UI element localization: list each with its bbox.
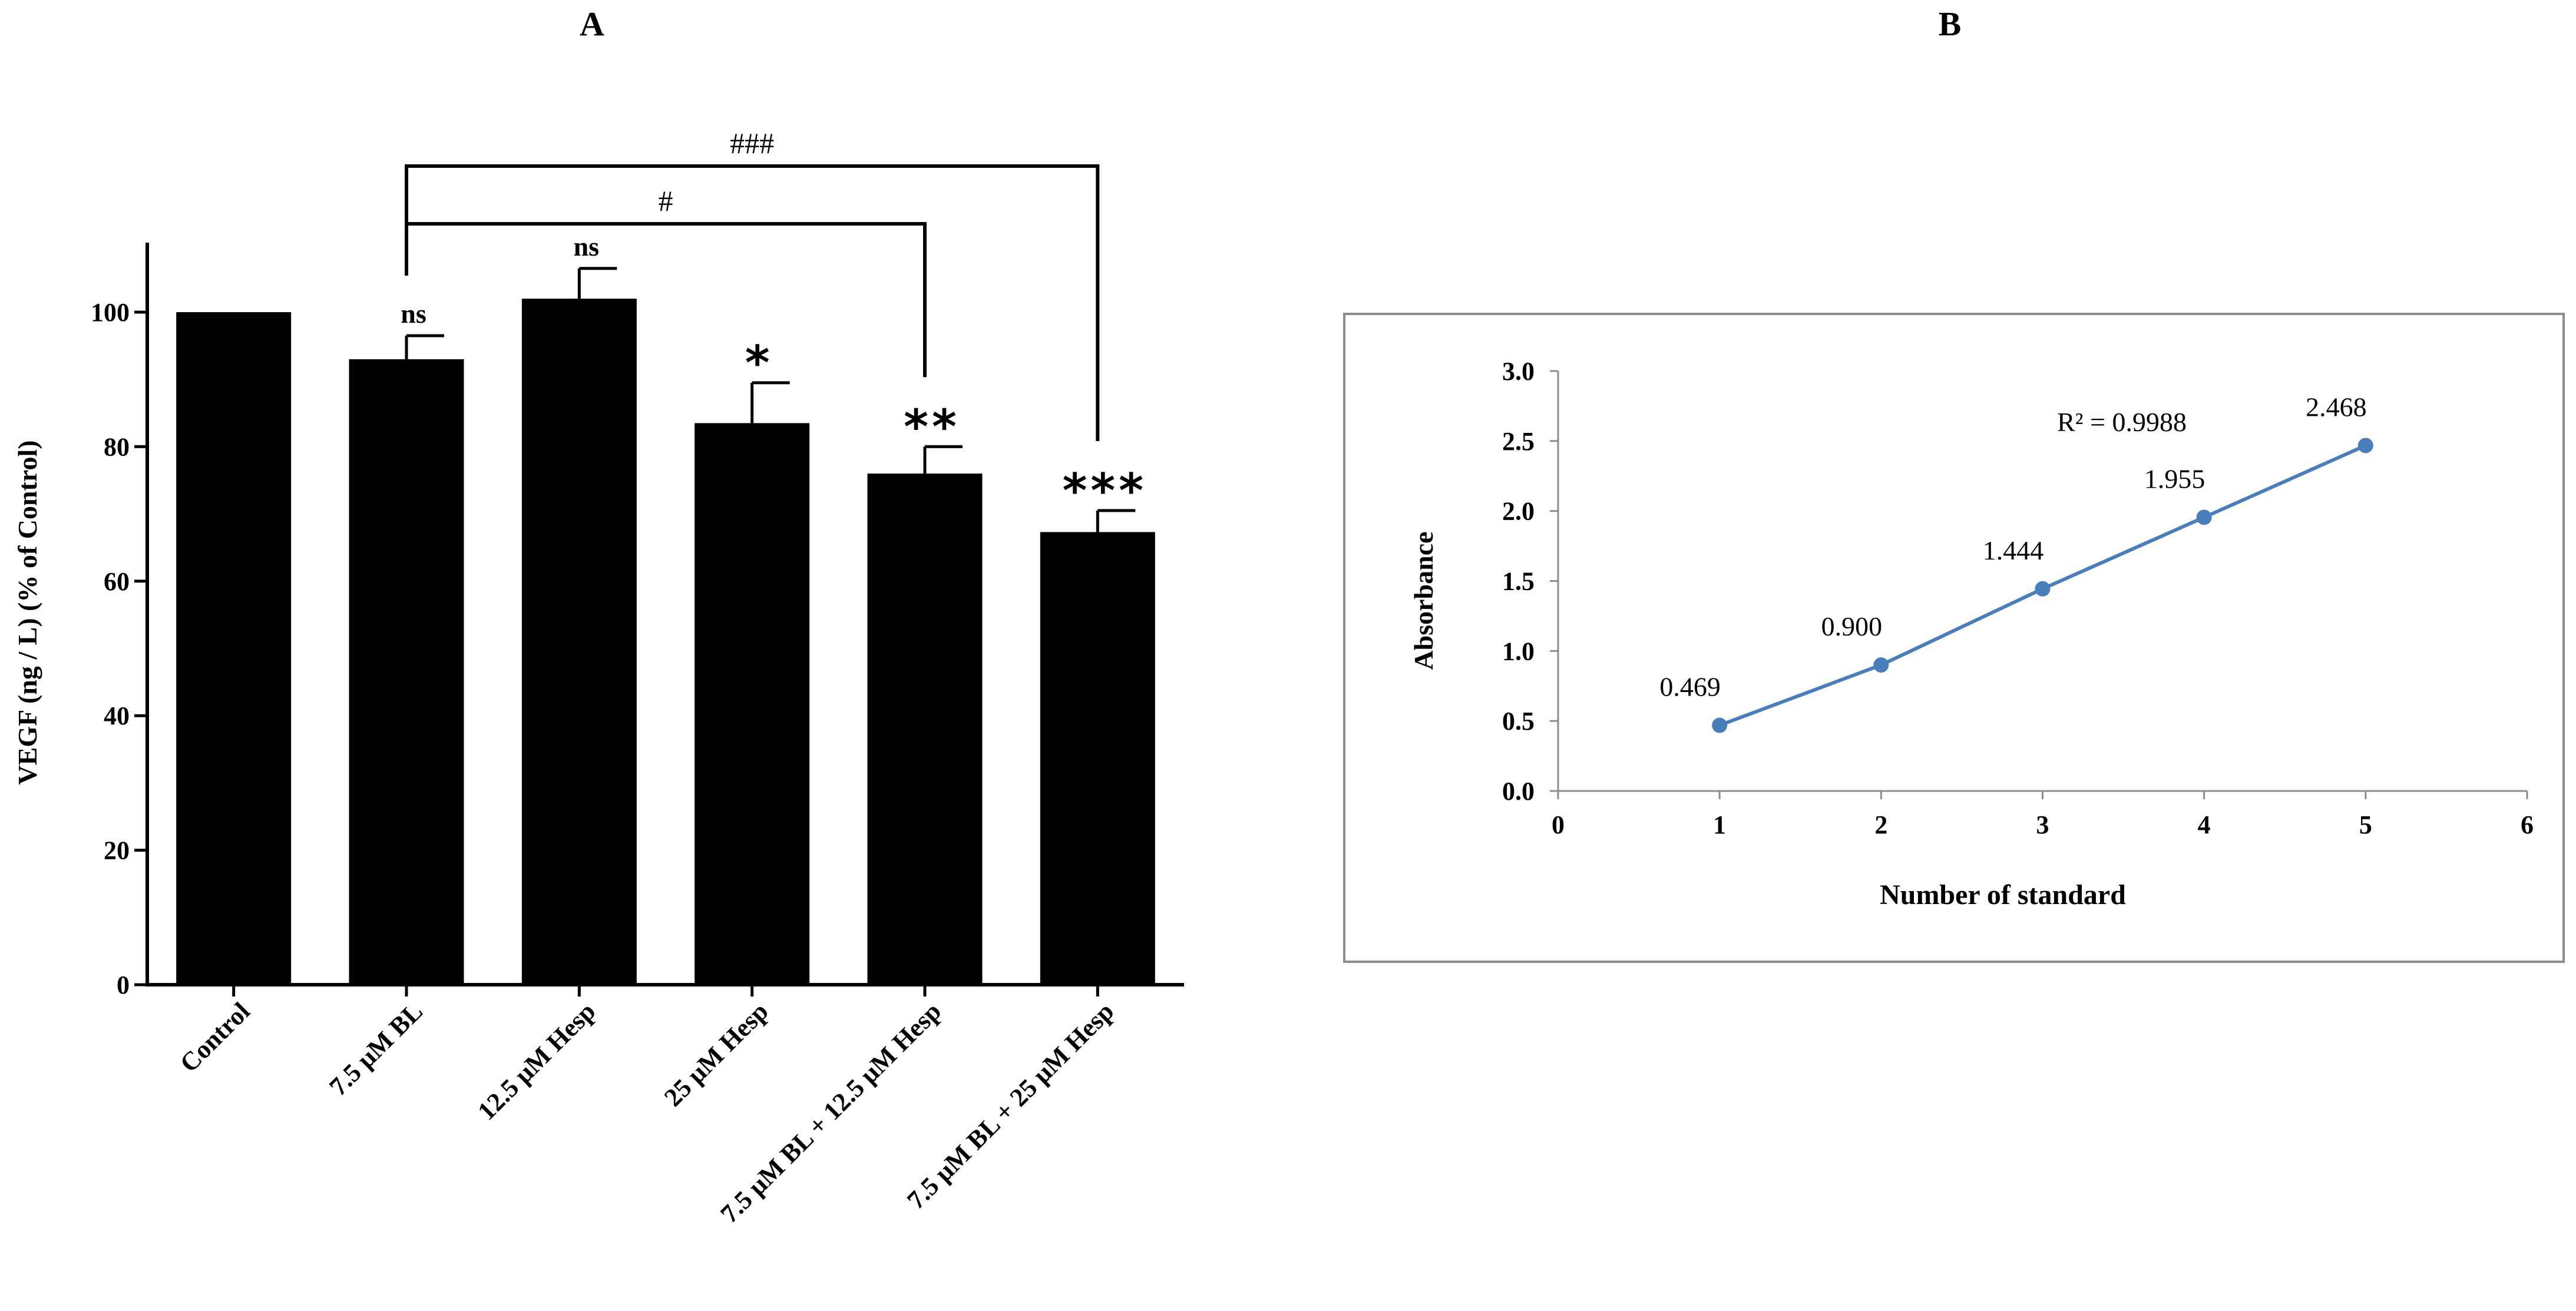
panel-b-y-ticks: 0.0 0.5 1.0 1.5 2.0 2.5 3.0 xyxy=(1502,357,1558,806)
panel-b-chart-frame xyxy=(1343,313,2565,963)
panel-a-bar xyxy=(695,423,810,985)
panel-b-data-label: 0.900 xyxy=(1821,611,1883,641)
panel-b-x-tick-label: 0 xyxy=(1552,810,1565,839)
panel-b-data-label: 0.469 xyxy=(1659,672,1721,702)
panel-b-y-tick-label: 1.0 xyxy=(1502,637,1535,666)
panel-a-bar-chart: A VEGF (ng / L) (% of Control) 0 20 40 60 80… xyxy=(12,5,1184,1229)
panel-b-data-point xyxy=(2035,581,2051,597)
panel-b-data-points xyxy=(1712,438,2373,733)
panel-a-bar xyxy=(1040,532,1155,985)
panel-b-data-label: 1.444 xyxy=(1983,535,2044,565)
panel-b-line-chart: B Absorbance Number of standard R² = 0.9… xyxy=(1343,5,2565,963)
panel-a-label: A xyxy=(580,5,604,43)
panel-a-comparison-bracket xyxy=(405,164,1100,441)
panel-a-significance-label: * xyxy=(745,336,773,390)
panel-a-x-tick-label: 12.5 μM Hesp xyxy=(472,997,601,1125)
panel-b-y-tick-label: 0.5 xyxy=(1502,707,1535,736)
panel-a-y-axis-title: VEGF (ng / L) (% of Control) xyxy=(12,440,42,784)
panel-b-x-tick-label: 6 xyxy=(2521,810,2534,839)
panel-b-x-axis-title: Number of standard xyxy=(1880,879,2126,911)
panel-a-x-tick-label: 25 μM Hesp xyxy=(659,997,774,1112)
panel-a-x-tick-label: 7.5 μM BL xyxy=(323,997,428,1101)
panel-a-comparison-brackets: #### xyxy=(405,127,1100,441)
panel-b-data-point xyxy=(1712,717,1728,733)
panel-a-significance-label: ns xyxy=(401,299,426,329)
panel-a-bar xyxy=(521,299,637,985)
panel-a-y-tick-label: 100 xyxy=(91,298,130,327)
panel-a-significance-label: ns xyxy=(574,231,599,261)
panel-b-x-tick-label: 2 xyxy=(1874,810,1887,839)
panel-a-significance-label: ** xyxy=(904,399,960,454)
panel-a-bracket-label: ### xyxy=(730,127,774,160)
panel-b-x-tick-label: 3 xyxy=(2036,810,2049,839)
panel-b-data-labels: 0.469 0.900 1.444 1.955 2.468 xyxy=(1659,392,2366,701)
panel-a-bars xyxy=(176,299,1155,985)
panel-b-y-tick-label: 3.0 xyxy=(1502,357,1535,386)
panel-a-y-tick-label: 20 xyxy=(104,836,130,865)
panel-a-error-bars xyxy=(405,267,1136,532)
panel-a-comparison-bracket xyxy=(405,222,927,378)
panel-a-x-tick-labels: Control 7.5 μM BL 12.5 μM Hesp 25 μM Hesp7.… xyxy=(174,985,1119,1229)
panel-a-y-tick-label: 40 xyxy=(104,701,130,730)
panel-a-bar xyxy=(349,359,464,985)
panel-b-y-axis-title: Absorbance xyxy=(1408,531,1439,670)
panel-a-y-tick-label: 80 xyxy=(104,432,130,461)
panel-b-x-tick-label: 5 xyxy=(2359,810,2372,839)
panel-b-data-point xyxy=(2357,438,2373,453)
panel-b-data-label: 2.468 xyxy=(2306,392,2367,422)
panel-b-x-tick-label: 1 xyxy=(1713,810,1726,839)
panel-b-y-tick-label: 0.0 xyxy=(1502,777,1535,806)
panel-a-significance-label: *** xyxy=(1063,464,1148,518)
panel-b-data-label: 1.955 xyxy=(2144,464,2205,494)
panel-a-y-tick-label: 0 xyxy=(117,971,130,999)
panel-b-y-tick-label: 2.0 xyxy=(1502,497,1535,526)
panel-a-x-tick-label: Control xyxy=(174,997,256,1078)
panel-b-label: B xyxy=(1939,5,1962,43)
panel-a-bar xyxy=(867,474,983,985)
panel-a-y-ticks: 0 20 40 60 80 100 xyxy=(91,298,147,999)
panel-b-y-tick-label: 1.5 xyxy=(1502,567,1535,596)
panel-b-r-squared-annotation: R² = 0.9988 xyxy=(2057,407,2187,437)
panel-b-x-tick-label: 4 xyxy=(2198,810,2211,839)
panel-b-data-point xyxy=(2196,509,2212,525)
panel-b-x-ticks: 0 1 2 3 4 5 6 xyxy=(1552,791,2534,839)
panel-b-data-point xyxy=(1873,657,1889,673)
panel-b-y-tick-label: 2.5 xyxy=(1502,427,1535,456)
panel-a-bracket-label: # xyxy=(659,184,673,217)
panel-a-bar xyxy=(176,312,292,985)
panel-a-y-tick-label: 60 xyxy=(104,567,130,596)
panel-a-axes xyxy=(146,243,1184,986)
